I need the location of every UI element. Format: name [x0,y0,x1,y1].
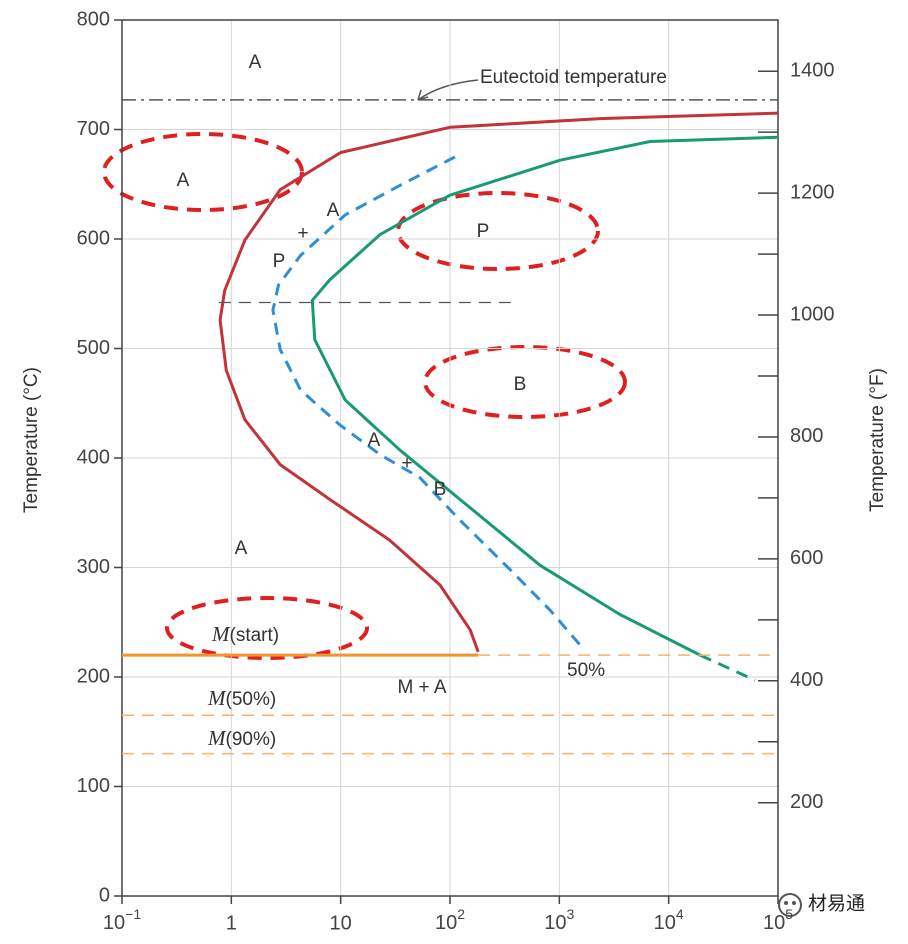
series-line [218,111,779,653]
y2-tick-label: 1000 [790,303,835,325]
y2-tick-label: 400 [790,669,823,691]
annotation: P [273,251,286,272]
annotation: A [327,200,340,221]
icon [778,893,802,917]
annotation-text: (start) [230,625,280,646]
tick-exponent: −1 [125,906,141,922]
tick-base: 10 [763,912,785,934]
y2-tick-label: 1200 [790,181,835,203]
y-tick-label: 500 [77,337,110,359]
annotation: A [368,430,381,451]
ellipse [102,132,304,212]
y-tick-label: 200 [77,665,110,687]
annotation: P [477,221,490,242]
y-tick-label: 0 [99,884,110,906]
annotation: A [177,170,190,191]
annotation: + [401,453,412,474]
y-axis-label: Temperature (°C) [21,367,42,513]
annotation: M(50%) [207,686,276,710]
tick-base: 10 [435,912,457,934]
y-tick-label: 100 [77,775,110,797]
y-tick-label: 300 [77,556,110,578]
tick-base: 10 [544,912,566,934]
x-tick-label: 10−1 [103,906,141,935]
annotation: B [514,374,527,395]
ellipse [423,345,627,419]
annotation: + [297,223,308,244]
tick-exponent: 2 [457,906,465,922]
x-tick-label: 103 [544,906,574,935]
icon [784,901,788,905]
tick-base: 10 [103,912,125,934]
annotation-symbol: M [211,622,231,646]
tick-base: 10 [654,912,676,934]
y2-tick-label: 800 [790,425,823,447]
annotation: M(90%) [207,726,276,750]
ellipse [165,596,369,660]
tick-exponent: 3 [567,906,575,922]
y2-tick-label: 200 [790,791,823,813]
x-tick-label: 1 [226,912,237,934]
x-tick-label: 104 [654,906,684,935]
series-line [699,653,756,682]
y2-tick-label: 1400 [790,59,835,81]
ellipse [396,191,600,271]
x-tick-label: 105 [763,906,793,935]
annotation-symbol: M [207,726,227,750]
tick-exponent: 4 [676,906,684,922]
series-line [271,155,585,650]
annotation-symbol: M [207,686,227,710]
annotation: M + A [397,677,446,698]
annotation: A [235,538,248,559]
plot-frame [121,19,779,897]
y-tick-label: 700 [77,118,110,140]
annotation: Eutectoid temperature [480,67,667,88]
annotation: 50% [567,660,605,681]
highlight-ellipses [102,132,627,660]
y2-axis-label: Temperature (°F) [867,368,888,512]
x-tick-label: 102 [435,906,465,935]
series-line [310,135,779,657]
annotation-text: (50%) [226,689,277,710]
arrow [417,79,479,101]
annotation: B [434,479,447,500]
icon [792,901,796,905]
tick-exponent: 5 [785,906,793,922]
x-tick-label: 10 [330,912,352,934]
annotation-text: (90%) [226,729,277,750]
y-tick-label: 600 [77,227,110,249]
y2-tick-label: 600 [790,547,823,569]
y-tick-label: 400 [77,446,110,468]
watermark: 材易通 [808,893,865,915]
annotation: M(start) [211,622,279,646]
y-tick-label: 800 [77,8,110,30]
watermark-icon [778,893,802,917]
annotation: A [249,52,262,73]
